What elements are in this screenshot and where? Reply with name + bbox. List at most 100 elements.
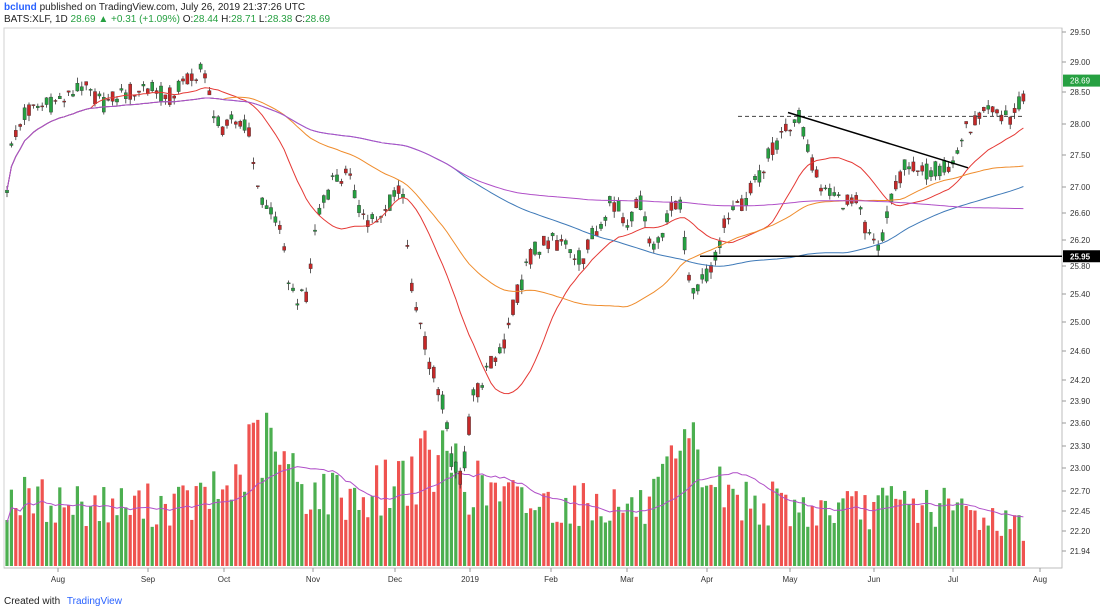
candle-body xyxy=(163,94,168,100)
volume-bar xyxy=(49,505,53,566)
volume-bar xyxy=(471,507,475,566)
candle-body xyxy=(669,202,674,211)
volume-bar xyxy=(793,499,797,566)
candle-body xyxy=(955,150,960,154)
volume-bar xyxy=(920,505,924,566)
candle-body xyxy=(770,142,775,155)
volume-bar xyxy=(194,486,198,566)
candle-body xyxy=(572,258,577,260)
volume-bar xyxy=(960,498,964,566)
time-tick-label: Feb xyxy=(544,575,558,584)
candle-body xyxy=(476,383,480,398)
volume-bar xyxy=(322,473,326,566)
volume-bar xyxy=(876,495,880,566)
price-tick-label: 25.80 xyxy=(1070,262,1091,271)
candle-body xyxy=(471,389,476,396)
volume-bar xyxy=(291,453,295,566)
price-tick-label: 21.94 xyxy=(1070,547,1091,556)
close-value: 28.69 xyxy=(305,14,331,25)
candle-body xyxy=(502,339,507,349)
open-value: 28.44 xyxy=(193,14,219,25)
candle-body xyxy=(542,235,546,246)
volume-bars xyxy=(5,412,1025,566)
last-price-label: 28.69 xyxy=(1070,77,1091,86)
candle-body xyxy=(286,282,291,285)
price-tick-label: 22.20 xyxy=(1070,527,1091,536)
volume-bar xyxy=(150,526,154,566)
candle-body xyxy=(634,198,638,209)
volume-bar xyxy=(700,487,704,566)
candles xyxy=(5,62,1026,489)
volume-bar xyxy=(590,520,594,566)
candle-body xyxy=(938,165,942,177)
volume-bar xyxy=(678,450,682,566)
tradingview-logo[interactable]: TradingView xyxy=(66,596,122,607)
candle-body xyxy=(370,214,375,219)
candle-body xyxy=(1008,116,1012,125)
volume-bar xyxy=(335,474,339,566)
volume-bar xyxy=(445,450,449,566)
volume-bar xyxy=(555,521,559,566)
candle-body xyxy=(247,127,251,137)
candle-body xyxy=(687,274,691,281)
volume-bar xyxy=(621,512,625,566)
price-tick-label: 24.60 xyxy=(1070,347,1091,356)
volume-bar xyxy=(815,525,819,566)
volume-bar xyxy=(564,497,568,566)
candle-body xyxy=(172,95,177,99)
volume-bar xyxy=(665,456,669,566)
volume-bar xyxy=(229,499,233,566)
candle-body xyxy=(902,159,907,170)
price-tick-label: 23.00 xyxy=(1070,464,1091,473)
candle-body xyxy=(383,209,388,211)
candle-body xyxy=(53,100,58,102)
candle-body xyxy=(216,116,221,126)
volume-bar xyxy=(625,503,629,566)
candle-body xyxy=(454,461,458,473)
volume-bar xyxy=(885,495,889,566)
candle-body xyxy=(366,220,370,227)
candle-body xyxy=(480,385,485,388)
volume-bar xyxy=(300,484,304,566)
volume-bar xyxy=(309,509,313,566)
volume-bar xyxy=(771,481,775,566)
candle-body xyxy=(198,63,203,70)
ma200-line xyxy=(6,97,1024,210)
candle-body xyxy=(506,322,511,326)
volume-bar xyxy=(80,501,84,566)
candle-body xyxy=(308,263,313,269)
volume-bar xyxy=(511,480,515,566)
level-tag xyxy=(1063,250,1100,263)
candle-body xyxy=(278,225,282,230)
time-tick-label: Nov xyxy=(306,575,320,584)
volume-bar xyxy=(986,525,990,566)
volume-bar xyxy=(718,466,722,566)
volume-bar xyxy=(212,471,216,566)
candle-body xyxy=(696,284,700,292)
volume-bar xyxy=(705,485,709,566)
volume-bar xyxy=(749,508,753,566)
candle-body xyxy=(652,243,656,250)
volume-bar xyxy=(757,524,761,566)
author-name[interactable]: bclund xyxy=(4,2,37,13)
symbol-info: BATS:XLF, 1D 28.69 ▲ +0.31 (+1.09%) O:28… xyxy=(4,14,330,25)
volume-bar xyxy=(238,474,242,566)
candle-body xyxy=(132,95,137,97)
time-axis: Aug Sep Oct Nov Dec 2019 Feb Mar Apr May Jun Jul Aug xyxy=(51,568,1047,584)
candle-body xyxy=(709,264,713,273)
volume-bar xyxy=(775,488,779,566)
volume-bar xyxy=(889,486,893,566)
volume-bar xyxy=(137,490,141,566)
price-tick-label: 28.00 xyxy=(1070,120,1091,129)
candle-body xyxy=(691,288,696,294)
volume-bar xyxy=(102,487,106,566)
candle-body xyxy=(18,124,23,127)
volume-bar xyxy=(458,480,462,566)
volume-bar xyxy=(837,502,841,566)
ma20-line xyxy=(6,87,1024,395)
volume-bar xyxy=(969,510,973,566)
volume-bar xyxy=(436,455,440,566)
volume-bar xyxy=(801,497,805,566)
volume-bar xyxy=(1004,510,1008,566)
